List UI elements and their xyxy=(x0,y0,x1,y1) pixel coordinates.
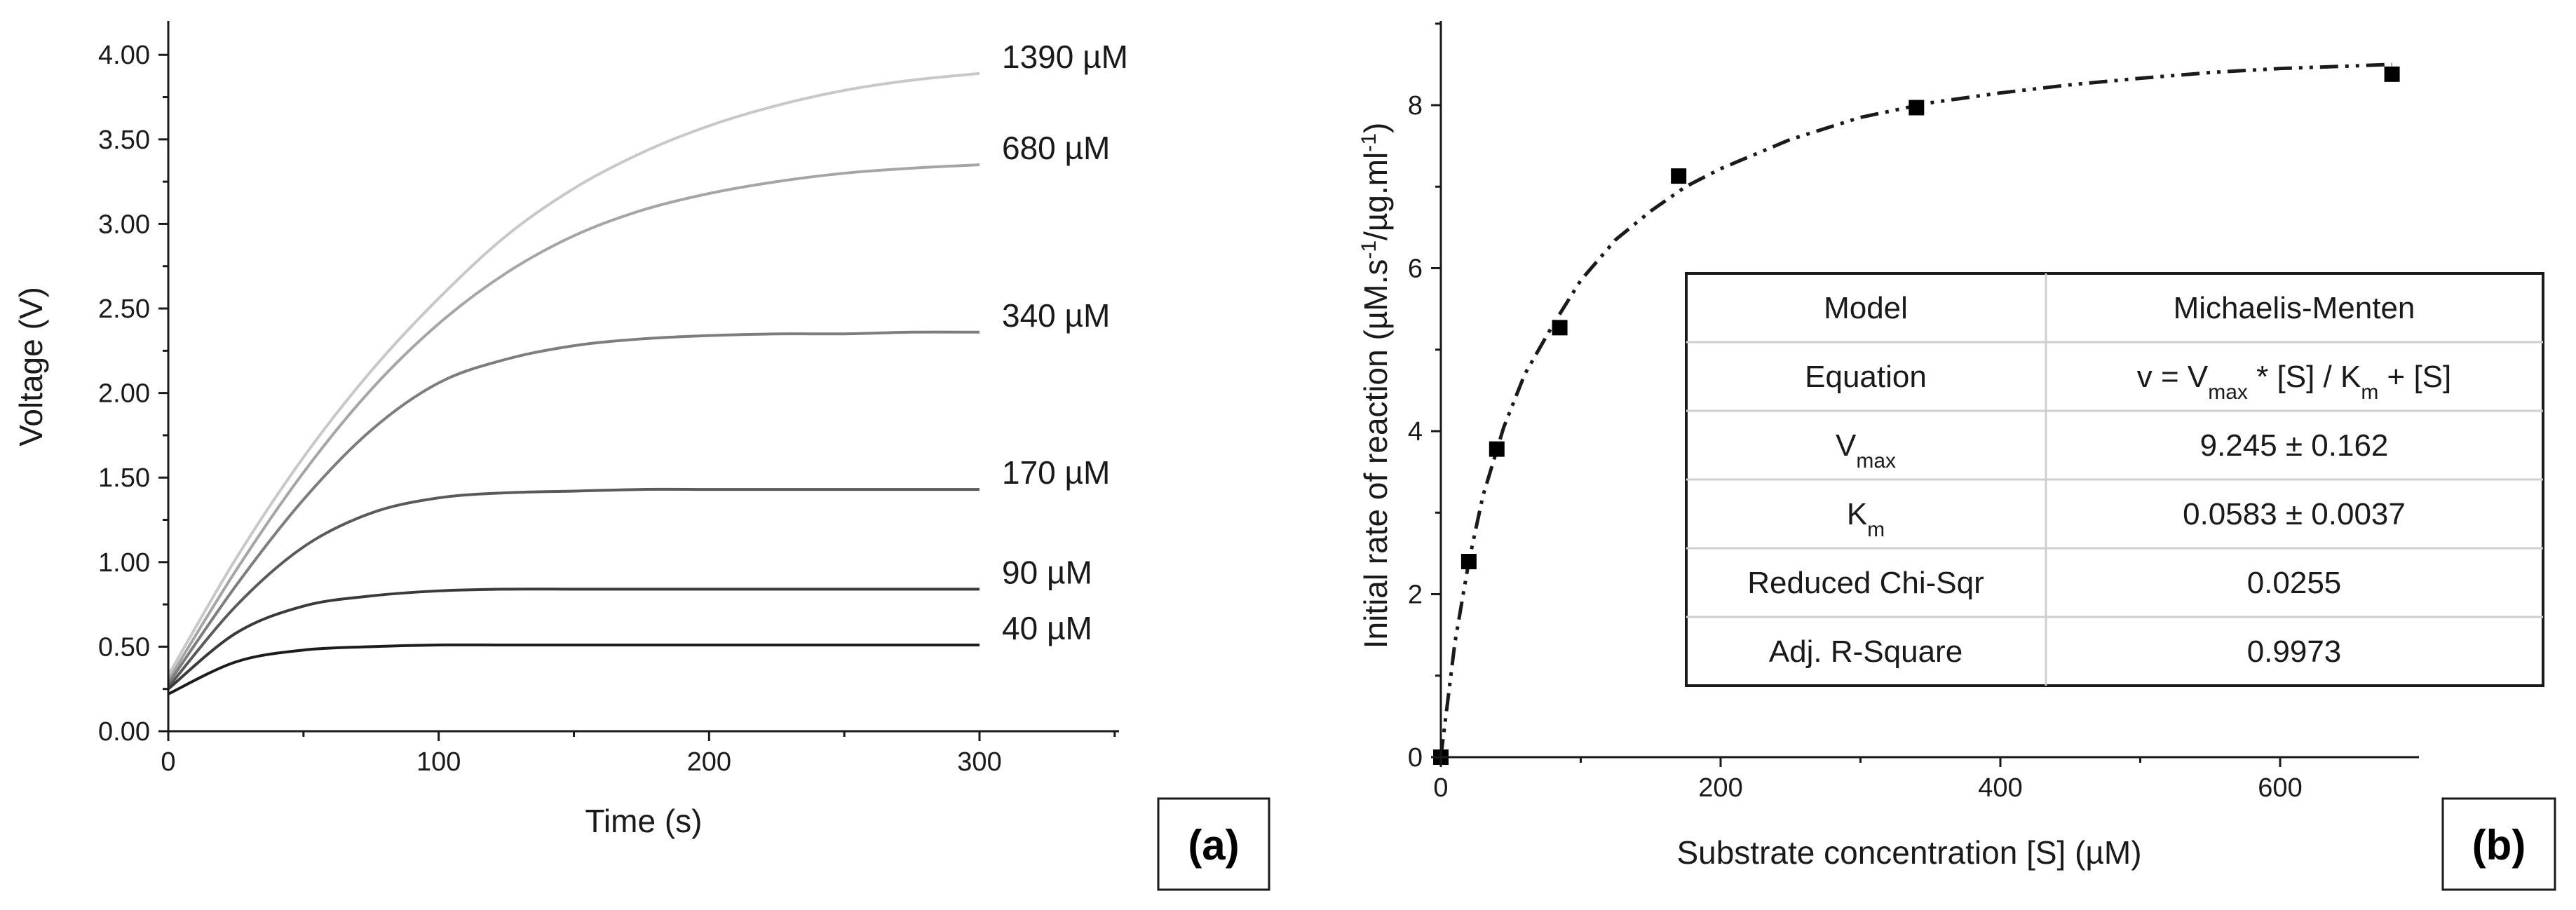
series-label: 40 µM xyxy=(1002,610,1092,646)
y-tick-label: 6 xyxy=(1408,254,1423,284)
panel-b-x-ticks: 0 200 400 600 xyxy=(1433,757,2303,803)
text-part: m xyxy=(1867,518,1885,541)
panel-b-data-points xyxy=(1433,66,2400,765)
x-tick-label: 100 xyxy=(416,747,461,777)
panel-a-label: (a) xyxy=(1188,822,1239,869)
y-tick-label: 3.50 xyxy=(98,125,150,155)
text-part: V xyxy=(1836,428,1857,463)
series-line xyxy=(167,487,979,688)
y-tick-label: 2.50 xyxy=(98,294,150,324)
x-tick-label: 200 xyxy=(1698,773,1742,803)
y-tick-label: 4.00 xyxy=(98,41,150,70)
x-tick-label: 600 xyxy=(2258,773,2302,803)
text-part: v = V xyxy=(2137,360,2209,394)
panel-b-label: (b) xyxy=(2472,822,2526,869)
y-tick-label: 0.00 xyxy=(98,717,150,747)
x-tick-label: 0 xyxy=(161,747,175,777)
x-tick-label: 200 xyxy=(687,747,731,777)
text-part: max xyxy=(2208,381,2248,404)
series-label: 1390 µM xyxy=(1002,39,1128,75)
text-part: * [S] / K xyxy=(2248,360,2361,394)
data-point xyxy=(1460,554,1477,569)
series-line xyxy=(167,72,980,677)
fit-table-param-label: Equation xyxy=(1805,360,1927,394)
fit-table-param-value: 0.9973 xyxy=(2247,634,2342,669)
y-tick-label: 0.50 xyxy=(98,632,150,662)
x-tick-label: 0 xyxy=(1433,773,1448,803)
text-part: K xyxy=(1847,497,1867,531)
data-point xyxy=(1909,100,1925,116)
panel-b-chart: 0 2 4 6 8 0 200 400 600 Substrate concentration… xyxy=(1357,21,2556,891)
fit-table-param-label: Reduced Chi-Sqr xyxy=(1747,566,1984,600)
data-point xyxy=(1671,168,1687,184)
series-label: 90 µM xyxy=(1002,554,1092,590)
text-part: Initial rate of reaction (µM.s xyxy=(1357,259,1394,649)
panel-b-label-box: (b) xyxy=(2441,797,2556,891)
fit-table-param-value: Michaelis-Menten xyxy=(2174,291,2415,325)
fit-table-param-value: v = Vmax * [S] / Km + [S] xyxy=(2137,360,2452,404)
series-line xyxy=(167,163,980,681)
fit-table-param-value: 9.245 ± 0.162 xyxy=(2200,428,2389,463)
fit-table-param-value: 0.0255 xyxy=(2247,566,2342,600)
text-part: ) xyxy=(1357,123,1394,133)
panel-a-series-labels: 1390 µM 680 µM 340 µM 170 µM 90 µM 40 µM xyxy=(1002,39,1128,646)
fit-table-param-label: Model xyxy=(1824,291,1908,325)
panel-a-series-lines xyxy=(167,72,980,695)
y-tick-label: 4 xyxy=(1408,417,1423,447)
panel-b-x-axis-title: Substrate concentration [S] (µM) xyxy=(1676,834,2141,871)
panel-b-y-ticks: 0 2 4 6 8 xyxy=(1408,22,1441,773)
panel-b-y-axis-title: Initial rate of reaction (µM.s-1/µg.ml-1… xyxy=(1357,123,1395,649)
y-tick-label: 0 xyxy=(1408,743,1423,773)
series-label: 170 µM xyxy=(1002,454,1110,491)
y-tick-label: 3.00 xyxy=(98,210,150,239)
series-line xyxy=(167,330,980,685)
panel-a-label-box: (a) xyxy=(1157,797,1270,891)
text-part: /µg.ml xyxy=(1357,152,1394,240)
text-part: -1 xyxy=(1357,240,1381,259)
panel-b-fit-curve xyxy=(1439,62,2392,758)
panel-a-y-axis-title: Voltage (V) xyxy=(13,287,49,447)
data-point xyxy=(1489,441,1505,457)
panel-a-x-ticks: 0 100 200 300 xyxy=(161,731,1116,777)
series-label: 680 µM xyxy=(1002,130,1110,166)
text-part: m xyxy=(2361,381,2378,404)
y-tick-label: 1.50 xyxy=(98,463,150,493)
fit-table-param-label: Km xyxy=(1847,497,1885,541)
panel-a-x-axis-title: Time (s) xyxy=(585,803,703,839)
panel-a-y-ticks: 0.00 0.50 1.00 1.50 2.00 2.50 3.00 3.50 4.00 xyxy=(98,41,168,747)
series-line xyxy=(168,643,979,695)
fit-table-param-label: Vmax xyxy=(1836,428,1896,473)
data-point xyxy=(2384,66,2400,82)
fit-table-param-value: 0.0583 ± 0.0037 xyxy=(2183,497,2406,531)
series-label: 340 µM xyxy=(1002,297,1110,334)
x-tick-label: 400 xyxy=(1978,773,2022,803)
series-line xyxy=(167,588,979,691)
y-tick-label: 2 xyxy=(1408,580,1423,610)
y-tick-label: 2.00 xyxy=(98,379,150,409)
y-tick-label: 1.00 xyxy=(98,548,150,578)
fit-table-param-label: Adj. R-Square xyxy=(1769,634,1962,669)
panel-a-chart: 1390 µM 680 µM 340 µM 170 µM 90 µM 40 µM 0.00… xyxy=(13,21,1270,891)
data-point xyxy=(1552,320,1568,336)
y-tick-label: 8 xyxy=(1408,91,1423,121)
text-part: -1 xyxy=(1357,133,1381,152)
text-part: max xyxy=(1856,449,1896,473)
x-tick-label: 300 xyxy=(957,747,1001,777)
text-part: + [S] xyxy=(2378,360,2451,394)
